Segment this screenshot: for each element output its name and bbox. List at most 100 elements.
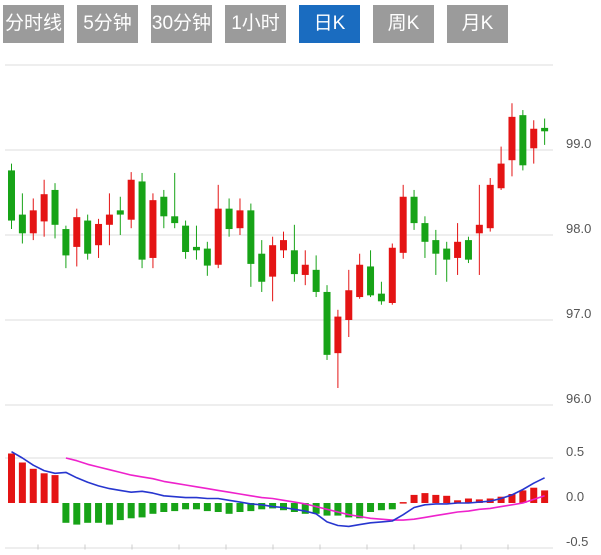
macd-axis-label: 0.5 bbox=[566, 444, 584, 459]
tab-weekly-k[interactable]: 周K bbox=[373, 5, 434, 43]
macd-bar-negative bbox=[301, 503, 309, 514]
candle-body bbox=[356, 264, 364, 298]
price-axis-label: 96.0 bbox=[566, 391, 591, 406]
dea-line bbox=[65, 457, 545, 521]
tab-5min[interactable]: 5分钟 bbox=[77, 5, 138, 43]
candle-body bbox=[454, 241, 462, 258]
candle-body bbox=[62, 229, 70, 256]
candle-body bbox=[18, 214, 26, 234]
macd-bar-positive bbox=[508, 494, 516, 503]
price-axis-label: 99.0 bbox=[566, 136, 591, 151]
candle-body bbox=[247, 210, 255, 264]
price-axis-label: 97.0 bbox=[566, 306, 591, 321]
candle-body bbox=[541, 127, 549, 132]
candle-body bbox=[225, 208, 233, 230]
macd-bar-positive bbox=[40, 473, 48, 503]
candle-body bbox=[301, 264, 309, 275]
macd-bar-positive bbox=[432, 494, 440, 503]
tab-daily-k[interactable]: 日K bbox=[299, 5, 360, 43]
candles bbox=[8, 103, 549, 388]
macd-bar-positive bbox=[8, 453, 15, 503]
macd-bar-negative bbox=[171, 503, 179, 512]
macd-bar-positive bbox=[519, 490, 527, 503]
macd-gridlines bbox=[5, 457, 553, 549]
candle-body bbox=[160, 196, 168, 217]
macd-bar-positive bbox=[497, 496, 505, 503]
candle-body bbox=[138, 181, 146, 260]
tab-30min[interactable]: 30分钟 bbox=[151, 5, 212, 43]
macd-bar-positive bbox=[443, 495, 451, 503]
candle-body bbox=[51, 189, 59, 225]
candle-body bbox=[8, 170, 15, 221]
macd-bar-negative bbox=[105, 503, 113, 525]
macd-bar-negative bbox=[138, 503, 146, 518]
macd-axis-label: -0.5 bbox=[566, 534, 588, 549]
candle-body bbox=[475, 224, 483, 234]
candle-body bbox=[116, 210, 124, 215]
macd-bar-positive bbox=[399, 502, 407, 504]
candle-body bbox=[432, 240, 440, 254]
macd-bar-negative bbox=[247, 503, 255, 512]
candle-body bbox=[410, 196, 418, 224]
candle-body bbox=[345, 290, 353, 320]
macd-bar-positive bbox=[421, 493, 429, 503]
price-axis-labels: 99.0 98.0 97.0 96.0 bbox=[566, 136, 591, 406]
candle-body bbox=[388, 247, 396, 303]
macd-bar-negative bbox=[345, 503, 353, 518]
candle-body bbox=[377, 293, 385, 302]
macd-bar-negative bbox=[367, 503, 375, 512]
candle-body bbox=[323, 291, 331, 355]
macd-bar-negative bbox=[127, 503, 135, 519]
candle-body bbox=[95, 223, 103, 246]
macd-bar-negative bbox=[62, 503, 70, 523]
candle-body bbox=[171, 216, 179, 224]
macd-bar-negative bbox=[149, 503, 157, 514]
candle-body bbox=[29, 210, 37, 234]
macd-bar-negative bbox=[214, 503, 222, 512]
macd-bar-negative bbox=[312, 503, 320, 514]
macd-bar-positive bbox=[454, 500, 462, 503]
macd-bar-negative bbox=[225, 503, 233, 514]
candle-body bbox=[367, 266, 375, 296]
dif-line bbox=[11, 451, 545, 528]
macd-histogram bbox=[8, 453, 549, 525]
macd-lines bbox=[11, 451, 545, 528]
candle-body bbox=[214, 208, 222, 265]
macd-bar-negative bbox=[269, 503, 277, 509]
candle-body bbox=[236, 210, 244, 229]
macd-bar-negative bbox=[84, 503, 92, 523]
candle-body bbox=[182, 225, 190, 252]
timeframe-tabs: 分时线 5分钟 30分钟 1小时 日K 周K 月K bbox=[3, 5, 508, 43]
candle-body bbox=[421, 223, 429, 242]
tab-time-line[interactable]: 分时线 bbox=[3, 5, 64, 43]
tab-monthly-k[interactable]: 月K bbox=[447, 5, 508, 43]
macd-bar-negative bbox=[280, 503, 287, 511]
macd-bar-negative bbox=[116, 503, 124, 521]
macd-bar-positive bbox=[541, 490, 549, 503]
macd-bar-negative bbox=[290, 503, 298, 512]
candle-body bbox=[105, 214, 113, 225]
macd-bar-negative bbox=[388, 503, 396, 510]
candle-body bbox=[149, 200, 157, 258]
macd-bar-positive bbox=[18, 462, 26, 503]
tab-1hour[interactable]: 1小时 bbox=[225, 5, 286, 43]
macd-bar-negative bbox=[236, 503, 244, 512]
macd-axis-labels: 0.5 0.0 -0.5 bbox=[566, 444, 588, 549]
macd-bar-positive bbox=[51, 475, 59, 503]
candle-body bbox=[312, 269, 320, 292]
candle-body bbox=[40, 194, 48, 222]
macd-bar-negative bbox=[160, 503, 168, 512]
macd-bar-positive bbox=[530, 487, 538, 503]
candle-body bbox=[258, 253, 266, 282]
candle-body bbox=[269, 245, 277, 277]
macd-bar-negative bbox=[258, 503, 266, 510]
macd-bar-positive bbox=[410, 494, 418, 503]
candle-body bbox=[192, 246, 200, 251]
macd-bar-positive bbox=[29, 468, 37, 503]
candle-body bbox=[508, 116, 516, 161]
candle-body bbox=[84, 220, 92, 254]
candle-body bbox=[443, 248, 451, 260]
candle-body bbox=[464, 240, 472, 260]
